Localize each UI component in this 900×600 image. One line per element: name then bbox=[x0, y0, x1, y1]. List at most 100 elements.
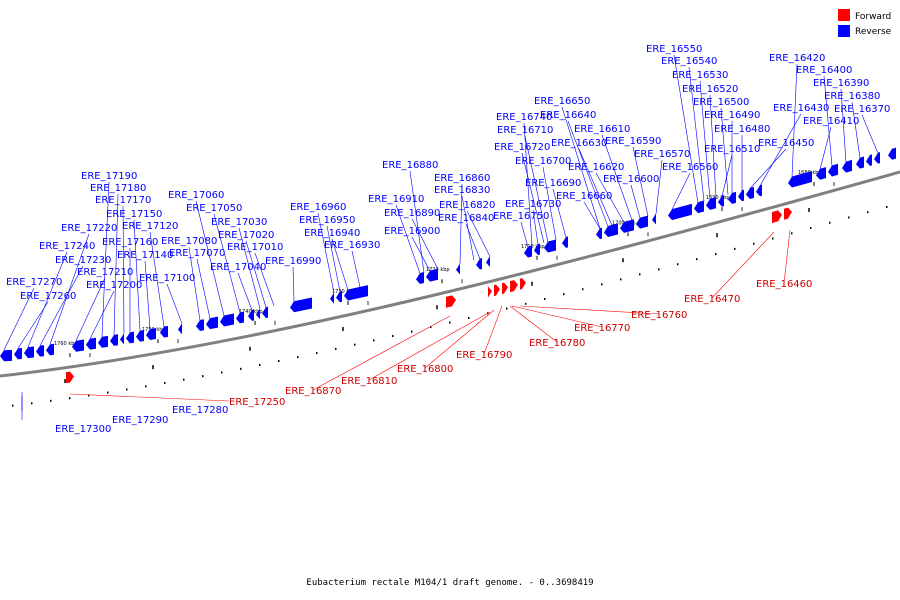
reverse-gene-label: ERE_16390 bbox=[813, 78, 869, 89]
reverse-gene bbox=[220, 313, 234, 327]
tick-label: 1760 kbp bbox=[54, 341, 78, 347]
reverse-gene bbox=[72, 339, 84, 352]
reverse-leader-line bbox=[101, 181, 110, 337]
reverse-gene-label: ERE_16400 bbox=[796, 65, 852, 76]
reverse-gene-shape bbox=[262, 306, 268, 319]
genome-axis bbox=[0, 170, 900, 378]
forward-gene-shape bbox=[66, 371, 74, 384]
reverse-gene-shape bbox=[728, 191, 736, 204]
gene-arrows bbox=[0, 147, 896, 384]
reverse-leader-line bbox=[317, 212, 335, 294]
reverse-gene-shape bbox=[816, 167, 826, 180]
forward-leader-line bbox=[312, 315, 451, 391]
reverse-gene-shape bbox=[706, 197, 716, 210]
reverse-gene-label: ERE_17060 bbox=[168, 190, 224, 201]
reverse-gene-shape bbox=[120, 333, 124, 345]
reverse-gene bbox=[652, 213, 656, 225]
reverse-gene-label: ERE_17290 bbox=[112, 415, 168, 426]
reverse-gene-label: ERE_16690 bbox=[525, 178, 581, 189]
reverse-gene-label: ERE_16950 bbox=[299, 215, 355, 226]
reverse-gene-shape bbox=[136, 330, 144, 342]
reverse-gene-label: ERE_17150 bbox=[106, 209, 162, 220]
baseline-dot bbox=[677, 263, 679, 266]
forward-gene-label: ERE_16460 bbox=[756, 279, 812, 290]
forward-gene-label: ERE_16870 bbox=[285, 386, 341, 397]
forward-gene-shape bbox=[510, 280, 518, 293]
reverse-gene-shape bbox=[596, 227, 602, 240]
reverse-gene-shape bbox=[652, 213, 656, 225]
reverse-gene-label: ERE_17140 bbox=[117, 250, 173, 261]
reverse-gene-label: ERE_17240 bbox=[39, 241, 95, 252]
reverse-gene-label: ERE_17040 bbox=[210, 262, 266, 273]
reverse-gene-label: ERE_17220 bbox=[61, 223, 117, 234]
reverse-gene-label: ERE_16730 bbox=[505, 199, 561, 210]
baseline-dot bbox=[772, 237, 774, 240]
reverse-leader-line bbox=[395, 204, 421, 274]
baseline-dot bbox=[164, 382, 166, 385]
reverse-gene-label: ERE_16930 bbox=[324, 240, 380, 251]
reverse-gene bbox=[86, 337, 96, 350]
reverse-gene bbox=[544, 239, 556, 253]
reverse-gene-label: ERE_16740 bbox=[496, 112, 552, 123]
reverse-gene-label: ERE_16700 bbox=[515, 156, 571, 167]
reverse-leader-line bbox=[561, 106, 601, 229]
baseline-dot bbox=[221, 371, 223, 374]
reverse-leader-line bbox=[595, 172, 625, 223]
reverse-gene bbox=[728, 191, 736, 204]
reverse-gene-shape bbox=[544, 239, 556, 253]
reverse-gene bbox=[636, 215, 648, 229]
reverse-gene-label: ERE_16610 bbox=[574, 124, 630, 135]
baseline-dot bbox=[392, 335, 394, 338]
reverse-gene-label: ERE_17160 bbox=[102, 237, 158, 248]
forward-gene-shape bbox=[502, 282, 508, 295]
reverse-leader-line bbox=[699, 80, 711, 200]
reverse-gene-label: ERE_16820 bbox=[439, 200, 495, 211]
reverse-leader-line bbox=[144, 260, 151, 330]
reverse-gene bbox=[178, 323, 182, 335]
reverse-gene-shape bbox=[604, 223, 618, 238]
forward-gene-label: ERE_16770 bbox=[574, 323, 630, 334]
reverse-gene-label: ERE_17030 bbox=[211, 217, 267, 228]
reverse-gene-label: ERE_16620 bbox=[568, 162, 624, 173]
baseline-dot bbox=[297, 356, 299, 359]
baseline-dot bbox=[601, 283, 603, 286]
reverse-gene bbox=[524, 245, 532, 258]
reverse-gene-shape bbox=[756, 184, 762, 197]
reverse-gene-label: ERE_16370 bbox=[834, 104, 890, 115]
baseline-dot bbox=[12, 404, 14, 407]
reverse-gene-shape bbox=[874, 152, 880, 164]
reverse-gene bbox=[344, 285, 368, 301]
reverse-gene-shape bbox=[206, 316, 218, 330]
tick-label: 1740 kbp bbox=[239, 309, 263, 315]
reverse-gene-label: ERE_16540 bbox=[661, 56, 717, 67]
baseline-dot bbox=[867, 211, 869, 214]
reverse-leader-line bbox=[238, 227, 261, 309]
reverse-gene-label: ERE_16750 bbox=[493, 211, 549, 222]
reverse-leader-line bbox=[630, 184, 641, 219]
reverse-gene bbox=[828, 163, 838, 177]
forward-leader-line bbox=[711, 231, 775, 299]
reverse-gene-shape bbox=[110, 334, 118, 346]
forward-gene-shape bbox=[784, 207, 792, 220]
reverse-gene bbox=[562, 236, 568, 248]
reverse-gene-label: ERE_16630 bbox=[551, 138, 607, 149]
forward-gene bbox=[520, 278, 526, 290]
reverse-gene-label: ERE_16660 bbox=[556, 191, 612, 202]
reverse-gene-shape bbox=[196, 319, 204, 332]
baseline-dot bbox=[886, 205, 888, 208]
reverse-leader-line bbox=[188, 246, 201, 321]
reverse-leader-line bbox=[17, 301, 49, 349]
reverse-gene-shape bbox=[14, 347, 22, 360]
reverse-gene bbox=[888, 147, 896, 160]
genome-caption: Eubacterium rectale M104/1 draft genome.… bbox=[306, 578, 594, 588]
reverse-leader-line bbox=[122, 205, 125, 334]
reverse-gene bbox=[206, 316, 218, 330]
baseline-dot bbox=[810, 227, 812, 230]
reverse-leader-line bbox=[409, 170, 425, 273]
forward-gene-label: ERE_16810 bbox=[341, 376, 397, 387]
reverse-gene bbox=[160, 325, 168, 338]
forward-leader-line bbox=[483, 305, 503, 355]
baseline-dot bbox=[373, 339, 375, 342]
reverse-leader-line bbox=[709, 94, 717, 198]
